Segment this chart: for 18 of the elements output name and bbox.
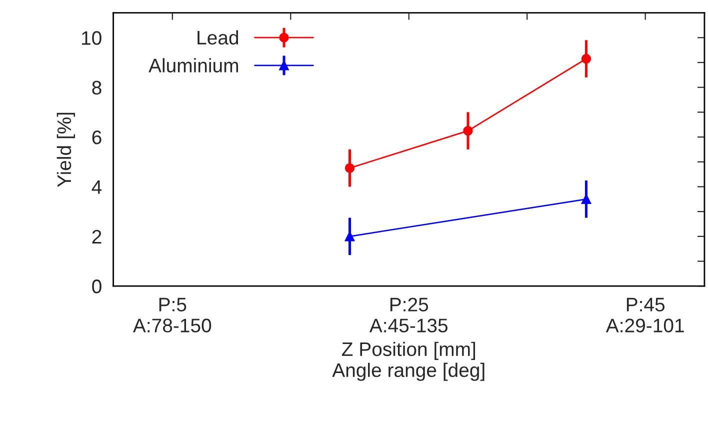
y-tick-label: 8 bbox=[92, 80, 102, 95]
point bbox=[463, 126, 473, 136]
y-axis-title: Yield [%] bbox=[56, 112, 75, 188]
x-tick-label: P:45 A:29-101 bbox=[606, 298, 684, 332]
point bbox=[344, 163, 355, 173]
y-tick-label: 4 bbox=[92, 180, 102, 194]
y-tick-label: 2 bbox=[92, 230, 102, 244]
point bbox=[344, 232, 355, 242]
y-tick-label: 0 bbox=[92, 280, 102, 294]
y-tick-label: 10 bbox=[82, 31, 102, 45]
point bbox=[581, 194, 592, 204]
legend-label: Lead bbox=[198, 30, 238, 45]
x-axis-title: Z Position [mm] Angle range [deg] bbox=[332, 342, 484, 381]
legend-label: Aluminium bbox=[148, 58, 238, 72]
point bbox=[581, 54, 592, 64]
x-tick-label: P:5 A:78-150 bbox=[132, 298, 212, 332]
x-tick-label: P:25 A:45-135 bbox=[369, 298, 448, 332]
y-tick-label: 6 bbox=[92, 130, 102, 144]
